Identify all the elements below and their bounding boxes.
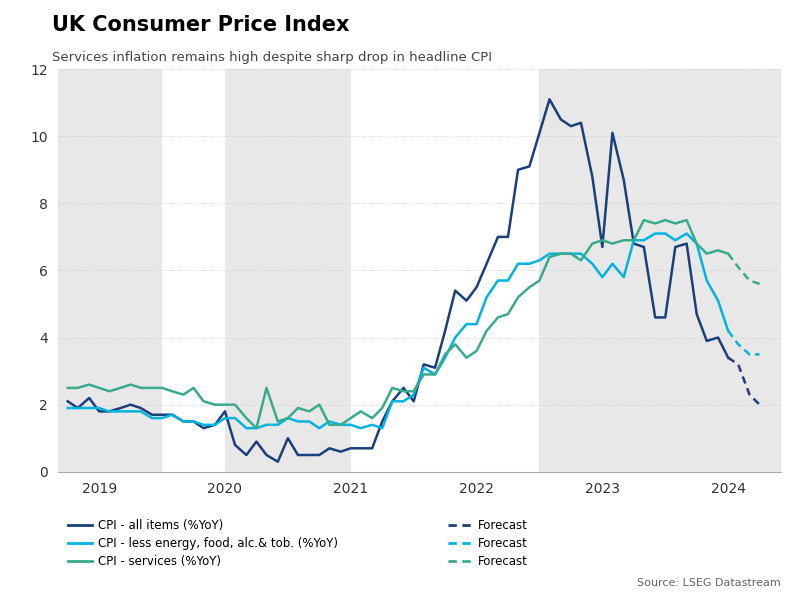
Text: Services inflation remains high despite sharp drop in headline CPI: Services inflation remains high despite … bbox=[52, 51, 492, 64]
Text: UK Consumer Price Index: UK Consumer Price Index bbox=[52, 15, 349, 35]
Legend: Forecast, Forecast, Forecast: Forecast, Forecast, Forecast bbox=[443, 514, 532, 573]
Bar bbox=[225, 69, 351, 472]
Bar bbox=[58, 69, 162, 472]
Bar bbox=[539, 69, 781, 472]
Text: Source: LSEG Datastream: Source: LSEG Datastream bbox=[638, 578, 781, 588]
